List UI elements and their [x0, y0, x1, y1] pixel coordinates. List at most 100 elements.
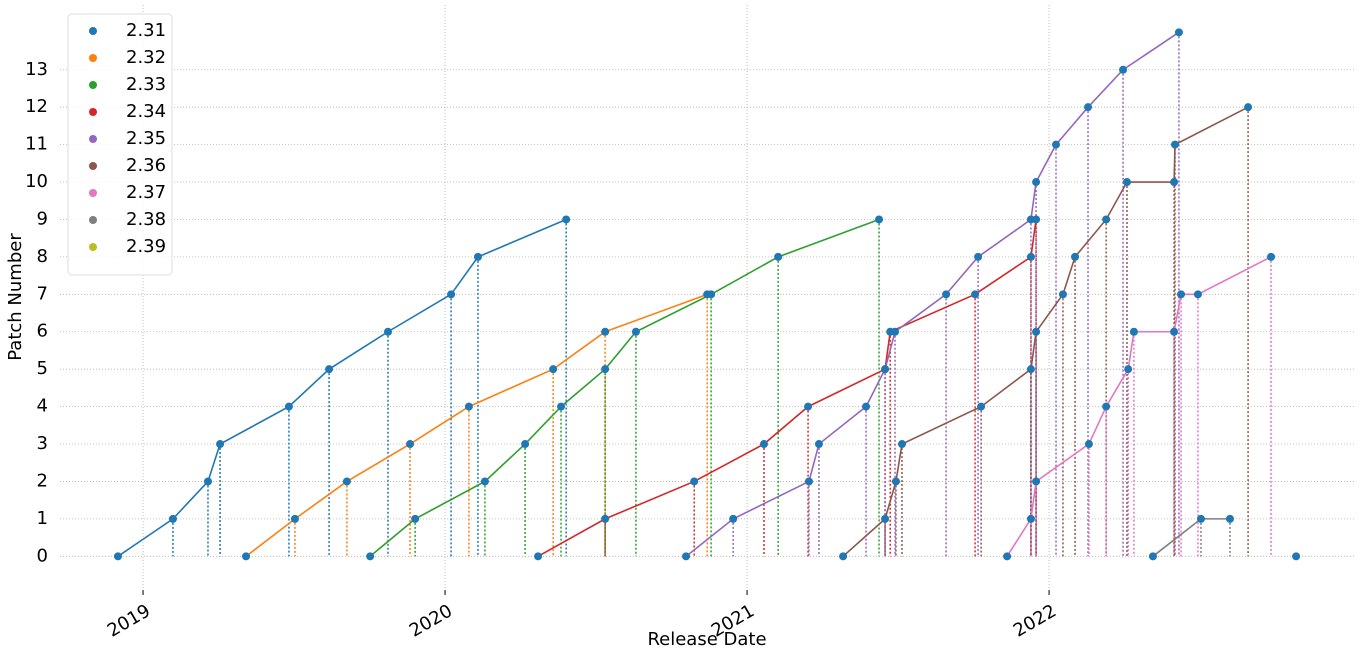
point	[707, 290, 716, 299]
point	[1026, 514, 1035, 523]
legend-label: 2.36	[126, 155, 166, 176]
x-tick-label: 2022	[1010, 600, 1060, 641]
point	[1071, 252, 1080, 261]
point	[729, 514, 738, 523]
legend-marker	[89, 108, 97, 116]
legend-box	[67, 13, 173, 276]
y-tick-label: 10	[25, 171, 48, 192]
legend-marker	[89, 27, 97, 35]
y-tick-label: 5	[37, 358, 48, 379]
point	[1196, 514, 1205, 523]
point	[1102, 215, 1111, 224]
point	[804, 402, 813, 411]
point	[1032, 178, 1041, 187]
legend-label: 2.34	[126, 101, 166, 122]
point	[891, 477, 900, 486]
point	[480, 477, 489, 486]
point	[366, 552, 375, 561]
point	[1102, 402, 1111, 411]
series-line	[1152, 518, 1230, 557]
point	[290, 514, 299, 523]
y-tick-label: 12	[25, 96, 48, 117]
x-tick-label: 2019	[104, 600, 154, 641]
points	[113, 28, 1301, 561]
point	[406, 440, 415, 449]
point	[891, 327, 900, 336]
point	[897, 440, 906, 449]
point	[875, 215, 884, 224]
y-tick-label: 13	[25, 59, 48, 80]
point	[1032, 327, 1041, 336]
point	[1292, 552, 1301, 561]
y-tick-label: 0	[37, 545, 48, 566]
point	[284, 402, 293, 411]
point	[759, 440, 768, 449]
point	[1244, 103, 1253, 112]
point	[203, 477, 212, 486]
series-line	[117, 218, 567, 557]
point	[473, 252, 482, 261]
legend-marker	[89, 135, 97, 143]
point	[942, 290, 951, 299]
point	[342, 477, 351, 486]
legend-label: 2.37	[126, 182, 166, 203]
point	[881, 514, 890, 523]
point	[1170, 178, 1179, 187]
legend-marker	[89, 162, 97, 170]
y-tick-label: 11	[25, 134, 48, 155]
y-tick-label: 2	[37, 470, 48, 491]
point	[534, 552, 543, 561]
y-tick-label: 8	[37, 246, 48, 267]
legend-label: 2.32	[126, 47, 166, 68]
x-axis-label: Release Date	[647, 629, 766, 650]
point	[168, 514, 177, 523]
point	[447, 290, 456, 299]
point	[1174, 28, 1183, 37]
point	[1026, 252, 1035, 261]
point	[690, 477, 699, 486]
point	[1225, 514, 1234, 523]
point	[862, 402, 871, 411]
series-line	[842, 106, 1249, 557]
legend-marker	[89, 189, 97, 197]
y-tick-label: 6	[37, 321, 48, 342]
legend-label: 2.35	[126, 128, 166, 149]
point	[1148, 552, 1157, 561]
point	[1122, 178, 1131, 187]
point	[682, 552, 691, 561]
point	[601, 365, 610, 374]
legend-label: 2.33	[126, 74, 166, 95]
point	[216, 440, 225, 449]
legend-marker	[89, 216, 97, 224]
point	[325, 365, 334, 374]
point	[411, 514, 420, 523]
point	[1170, 327, 1179, 336]
legend-marker	[89, 81, 97, 89]
point	[601, 514, 610, 523]
point	[1084, 103, 1093, 112]
point	[549, 365, 558, 374]
series-line	[369, 218, 880, 557]
y-tick-label: 4	[37, 396, 48, 417]
point	[974, 252, 983, 261]
point	[1193, 290, 1202, 299]
point	[1052, 140, 1061, 149]
point	[1026, 365, 1035, 374]
point	[601, 327, 610, 336]
series-line	[537, 219, 1037, 558]
y-axis-label: Patch Number	[5, 233, 26, 361]
point	[113, 552, 122, 561]
legend-label: 2.31	[126, 20, 166, 41]
point	[464, 402, 473, 411]
point	[881, 365, 890, 374]
point	[1026, 215, 1035, 224]
legend-label: 2.39	[126, 236, 166, 257]
point	[1171, 140, 1180, 149]
y-tick-label: 9	[37, 208, 48, 229]
legend-marker	[89, 54, 97, 62]
y-tick-label: 3	[37, 433, 48, 454]
series-line	[1006, 256, 1272, 557]
lines	[117, 31, 1272, 558]
series-line	[245, 293, 708, 557]
